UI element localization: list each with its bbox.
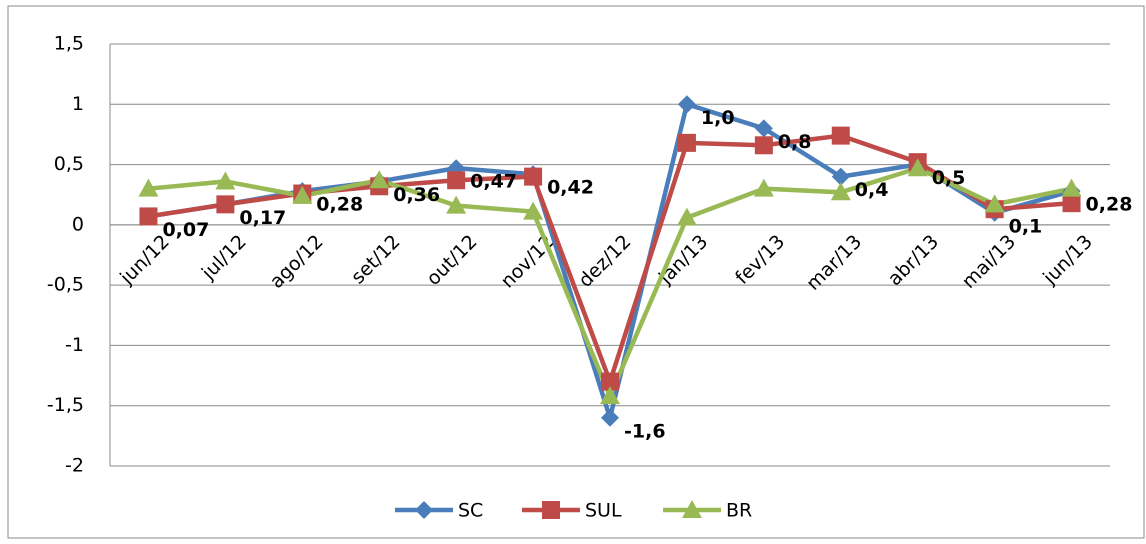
legend-label: SC <box>458 500 483 522</box>
marker <box>446 195 467 214</box>
y-tick-label: -1,5 <box>47 394 84 416</box>
marker <box>1061 178 1082 197</box>
data-label: 0,07 <box>162 219 209 241</box>
y-tick-label: 1 <box>72 93 84 115</box>
marker <box>216 195 235 214</box>
data-label: 0,5 <box>932 167 966 189</box>
data-label: 0,36 <box>393 184 440 206</box>
y-tick-label: -1 <box>65 334 84 356</box>
data-label: 0,1 <box>1009 215 1043 237</box>
marker <box>601 408 619 427</box>
marker <box>907 158 928 177</box>
marker <box>601 372 619 391</box>
marker <box>1062 194 1081 213</box>
y-tick-label: -2 <box>65 455 84 477</box>
data-label: 1,0 <box>701 107 735 129</box>
marker <box>139 207 158 226</box>
data-label: 0,17 <box>239 207 286 229</box>
marker <box>542 501 560 519</box>
y-tick-label: 0 <box>72 213 84 235</box>
marker <box>677 95 696 114</box>
marker <box>831 167 850 186</box>
data-label: 0,42 <box>547 177 594 199</box>
legend-label: SUL <box>585 500 622 522</box>
marker <box>415 501 433 519</box>
marker <box>830 182 851 201</box>
marker <box>984 194 1005 213</box>
marker <box>676 207 697 226</box>
marker <box>292 185 313 204</box>
marker <box>369 170 390 189</box>
marker <box>753 178 774 197</box>
data-label: 0,28 <box>1086 194 1133 216</box>
marker <box>600 386 620 405</box>
marker <box>215 171 236 190</box>
legend-label: BR <box>726 500 752 522</box>
data-label: 0,4 <box>855 179 889 201</box>
data-label: -1,6 <box>624 420 666 442</box>
marker <box>447 171 466 190</box>
marker <box>682 500 702 518</box>
marker <box>677 133 696 152</box>
marker <box>524 167 543 186</box>
data-label: 0,28 <box>316 194 363 216</box>
legend-item: SUL <box>522 500 622 522</box>
data-label: 0,47 <box>470 171 517 193</box>
marker <box>754 119 773 138</box>
y-tick-label: -0,5 <box>47 274 84 296</box>
marker <box>523 201 544 220</box>
y-tick-label: 0,5 <box>54 153 84 175</box>
marker <box>831 126 850 145</box>
marker <box>138 178 159 197</box>
legend-item: BR <box>663 500 752 522</box>
y-tick-label: 1,5 <box>54 33 84 55</box>
marker <box>754 136 773 155</box>
legend-item: SC <box>395 500 483 522</box>
data-label: 0,8 <box>778 131 812 153</box>
chart-frame <box>7 5 1145 539</box>
